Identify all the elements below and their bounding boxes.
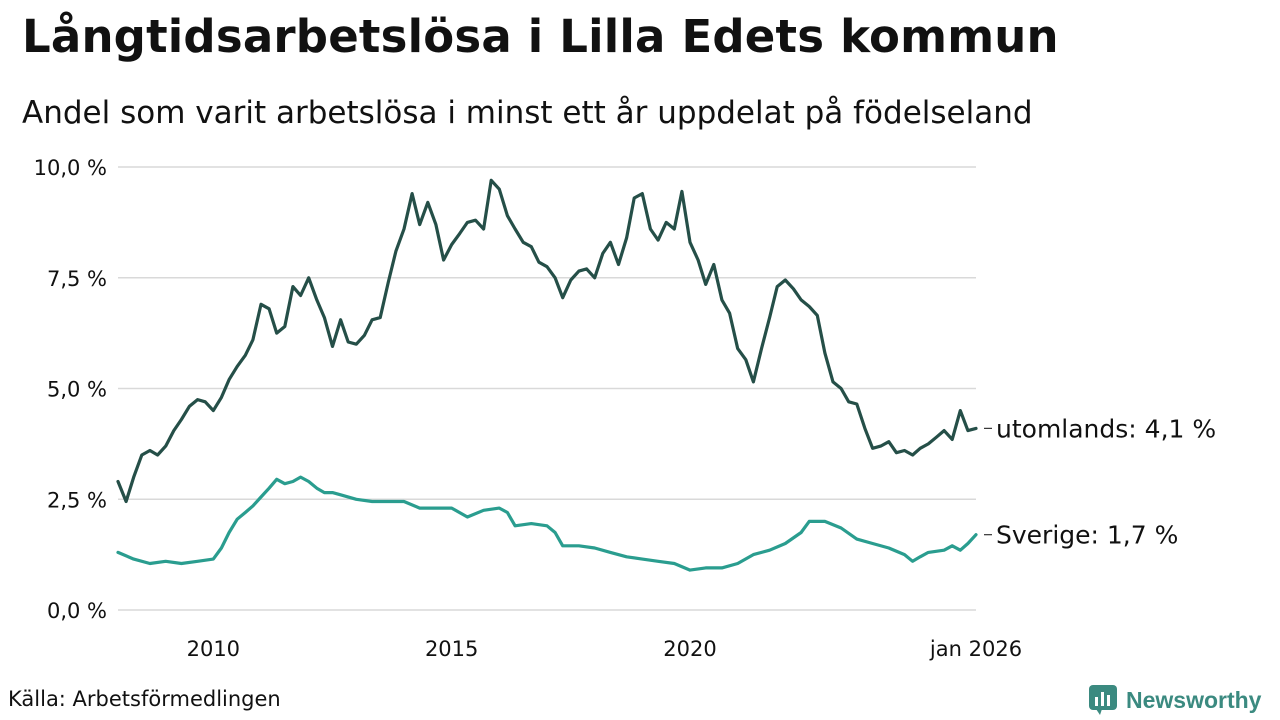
end-label-utomlands: utomlands: 4,1 % [996, 414, 1216, 443]
chart-subtitle: Andel som varit arbetslösa i minst ett å… [22, 95, 1033, 131]
y-tick-label: 5,0 % [47, 378, 107, 402]
line-chart: 0,0 % 2,5 % 5,0 % 7,5 % 10,0 % 2010 2015 2020 j… [34, 156, 1217, 661]
x-tick-label: 2015 [425, 637, 478, 661]
newsworthy-logo-icon [1089, 685, 1117, 715]
end-label-sverige: Sverige: 1,7 % [996, 521, 1178, 550]
series-lines [116, 178, 978, 572]
y-tick-label: 2,5 % [47, 488, 107, 512]
x-tick-label: 2010 [187, 637, 240, 661]
brand-name: Newsworthy [1126, 686, 1262, 713]
y-tick-label: 0,0 % [47, 599, 107, 623]
source-note: Källa: Arbetsförmedlingen [8, 687, 281, 711]
y-axis: 0,0 % 2,5 % 5,0 % 7,5 % 10,0 % [34, 156, 107, 623]
series-end-labels: utomlands: 4,1 % Sverige: 1,7 % [984, 414, 1216, 550]
series-line-utomlands [116, 178, 978, 504]
x-tick-label: 2020 [663, 637, 716, 661]
series-line-sverige [116, 475, 978, 572]
x-axis: 2010 2015 2020 jan 2026 [187, 637, 1022, 661]
y-tick-label: 7,5 % [47, 267, 107, 291]
chart-title: Långtidsarbetslösa i Lilla Edets kommun [22, 10, 1059, 63]
y-tick-label: 10,0 % [34, 156, 107, 180]
x-tick-label: jan 2026 [929, 637, 1022, 661]
gridlines [118, 166, 976, 611]
brand-logo: Newsworthy [1088, 684, 1261, 716]
